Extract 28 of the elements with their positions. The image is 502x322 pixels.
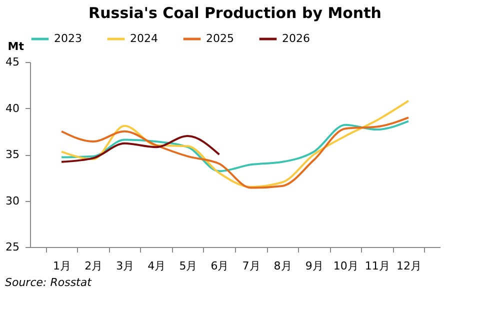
x-tick-label: 4月: [148, 260, 166, 272]
x-tick-label: 9月: [305, 260, 324, 272]
y-tick-label: 25: [6, 240, 20, 254]
x-tick-label: 5月: [179, 260, 198, 272]
y-axis-title: Mt: [8, 40, 24, 53]
source-note: Source: Rosstat: [5, 276, 92, 289]
line-series: [60, 120, 410, 172]
y-tick-label: 40: [6, 102, 20, 115]
line-series: [60, 116, 410, 189]
x-tick-label: 2月: [84, 260, 103, 272]
legend-label: 2026: [282, 32, 310, 45]
x-tick-label: 11月: [364, 260, 390, 272]
x-tick-label: 6月: [210, 260, 229, 272]
x-tick-label: 3月: [116, 260, 134, 272]
legend-label: 2024: [130, 32, 158, 45]
y-tick-label: 45: [6, 56, 20, 68]
x-tick-label: 8月: [274, 260, 292, 272]
line-series: [60, 135, 220, 163]
line-series: [60, 100, 410, 188]
legend-label: 2023: [54, 32, 82, 45]
x-tick-label: 10月: [333, 260, 358, 272]
y-tick-label: 30: [6, 194, 20, 208]
x-tick-label: 1月: [53, 260, 72, 272]
legend-label: 2025: [206, 32, 234, 45]
x-tick-label: 7月: [242, 260, 260, 272]
x-tick-label: 12月: [396, 260, 422, 272]
y-tick-label: 35: [6, 148, 20, 161]
chart-title: Russia's Coal Production by Month: [88, 4, 382, 22]
